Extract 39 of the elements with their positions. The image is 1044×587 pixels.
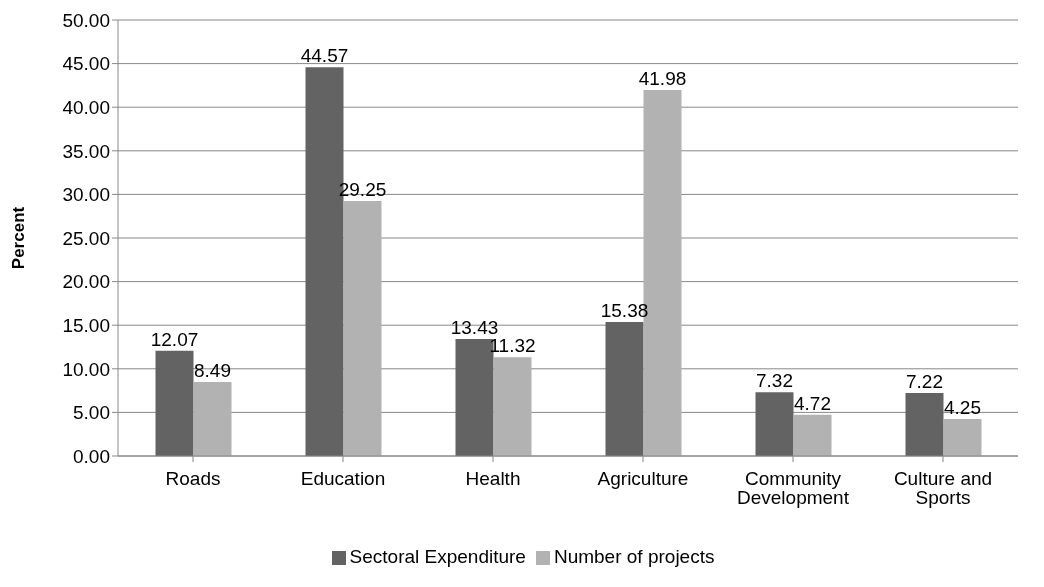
x-tick-label: Culture and Sports (893, 468, 993, 509)
bar (793, 414, 832, 456)
bar (905, 393, 944, 456)
y-tick-label: 35.00 (62, 140, 110, 162)
y-tick-label: 15.00 (62, 314, 110, 336)
bar (943, 418, 982, 456)
data-label: 13.43 (450, 316, 499, 338)
legend-label: Number of projects (553, 546, 715, 567)
data-label: 12.07 (150, 328, 199, 350)
data-label: 7.32 (756, 370, 793, 392)
y-tick-label: 40.00 (62, 96, 110, 118)
bar (755, 392, 794, 456)
bar (493, 357, 532, 456)
data-label: 4.72 (794, 392, 831, 414)
bar (343, 200, 382, 456)
y-tick-label: 50.00 (62, 9, 110, 31)
legend-label: Sectoral Expenditure (349, 546, 526, 567)
data-label: 7.22 (906, 371, 943, 393)
data-label: 44.57 (300, 45, 349, 67)
bar (193, 381, 232, 456)
data-label: 8.49 (194, 359, 231, 381)
y-tick-label: 10.00 (62, 358, 110, 380)
y-tick-label: 5.00 (73, 402, 110, 424)
y-axis-title: Percent (9, 206, 29, 270)
y-tick-label: 0.00 (73, 445, 110, 467)
x-tick-label: Community Development (737, 468, 850, 509)
x-tick-label: Agriculture (597, 468, 689, 490)
data-label: 15.38 (600, 299, 649, 321)
y-tick-label: 20.00 (62, 271, 110, 293)
data-label: 41.98 (638, 67, 687, 89)
bar (605, 321, 644, 456)
y-tick-label: 45.00 (62, 53, 110, 75)
x-tick-label: Health (465, 468, 521, 490)
bar (155, 350, 194, 456)
y-tick-label: 30.00 (62, 184, 110, 206)
data-label: 4.25 (944, 396, 981, 418)
y-tick-label: 25.00 (62, 227, 110, 249)
x-tick-label: Education (300, 468, 386, 490)
x-tick-label: Roads (165, 468, 221, 490)
